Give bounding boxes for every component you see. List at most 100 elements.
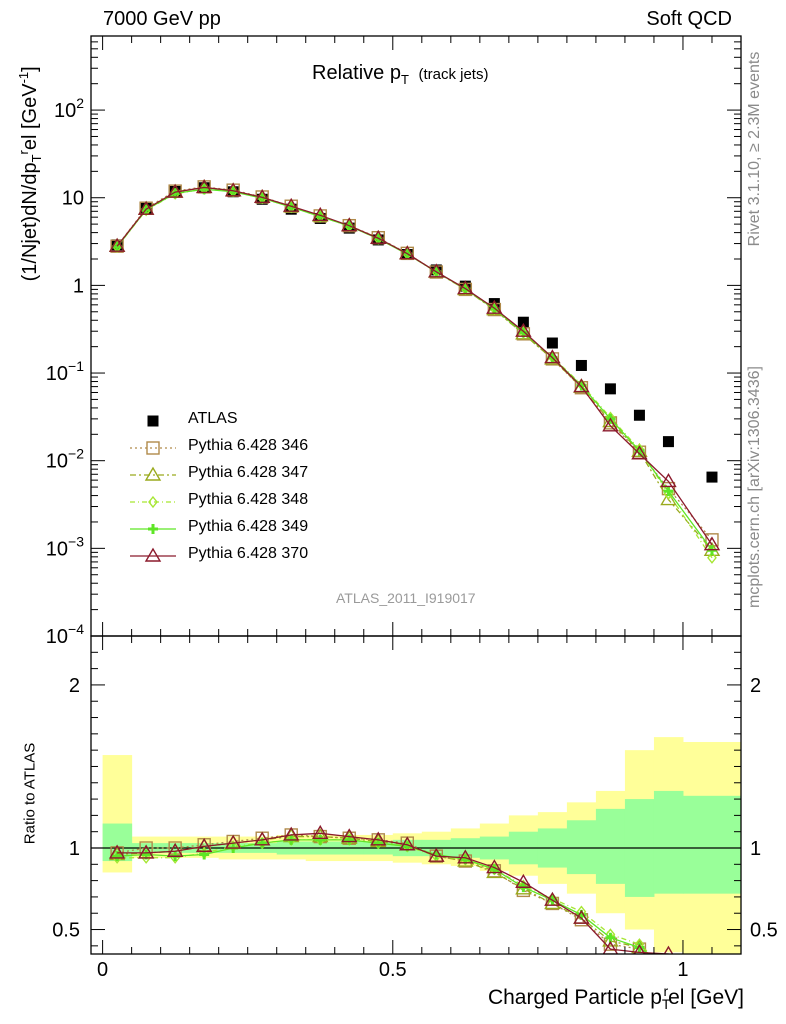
legend-label: ATLAS (188, 410, 238, 427)
y-tick-base: 10 (46, 451, 68, 473)
point-p370 (428, 263, 445, 278)
y-tick-label: 1 (73, 275, 84, 297)
ratio-point-p370 (166, 842, 184, 857)
point-p348 (707, 551, 717, 564)
y-tick-label: 10−3 (46, 533, 84, 560)
legend: ATLAS Pythia 6.428 346 Pythia 6.428 347 … (130, 408, 370, 570)
ylabel-sub: T (28, 154, 44, 163)
legend-label: Pythia 6.428 349 (188, 518, 309, 535)
point-p370 (602, 417, 619, 432)
analysis-id: ATLAS_2011_I919017 (336, 590, 476, 606)
ratio-point-p370 (457, 849, 474, 864)
point-p370 (108, 237, 126, 252)
y-tick-exp: −2 (68, 446, 84, 462)
ylabel-unit-sup: -1 (16, 71, 32, 84)
ratio-y-tick-label-right: 1 (750, 838, 761, 860)
y-axis-label-main: (1/Njet)dN/dpTrel [GeV-1] (16, 0, 44, 354)
y-tick-label: 10−1 (46, 358, 84, 385)
ratio-point-p370 (428, 847, 445, 862)
legend-label: Pythia 6.428 348 (188, 491, 309, 508)
ratio-point-p370 (573, 909, 590, 924)
ratio-point-p370 (137, 844, 155, 859)
point-atlas (546, 337, 558, 349)
point-p370 (631, 445, 648, 460)
point-p370 (457, 280, 474, 295)
ylabel-sup: r (16, 150, 32, 155)
xlabel-text: Charged Particle p (487, 986, 662, 1009)
ratio-point-p370 (341, 828, 358, 843)
ratio-y-tick-label: 1 (69, 838, 80, 860)
point-atlas (517, 316, 529, 328)
title-main: Relative p (312, 62, 401, 84)
ratio-y-tick-label-right: 0.5 (750, 920, 778, 942)
point-p370 (370, 229, 387, 244)
mcplots-info: mcplots.cern.ch [arXiv:1306.3436] (746, 366, 763, 608)
point-p370 (166, 183, 184, 198)
ratio-point-p370 (663, 945, 674, 954)
point-p370 (137, 200, 155, 215)
title-sub: T (400, 72, 409, 87)
ratio-point-p370 (312, 824, 329, 840)
band-stat-bin (595, 808, 626, 884)
ratio-line-p370 (117, 832, 670, 954)
axes-frame (90, 35, 742, 955)
ratio-point-p347 (602, 932, 619, 947)
ratio-point-p370 (108, 844, 126, 859)
y-tick-base: 1 (73, 275, 84, 297)
ratio-point-p370 (602, 940, 619, 954)
legend-item: Pythia 6.428 349 (130, 516, 370, 543)
ratio-point-p349 (663, 962, 673, 972)
ratio-point-p370 (283, 826, 300, 841)
ratio-point-p370 (253, 831, 271, 846)
point-p370 (703, 536, 721, 551)
legend-item: Pythia 6.428 347 (130, 462, 370, 489)
point-p349 (112, 241, 123, 252)
ratio-uncertainty-bands (91, 737, 741, 954)
y-tick-exp: −3 (68, 533, 84, 549)
ratio-point-p347 (661, 968, 675, 980)
legend-item: Pythia 6.428 348 (130, 489, 370, 516)
ratio-point-p349 (112, 851, 123, 862)
legend-marker-p370 (144, 547, 162, 562)
ratio-frame (90, 635, 742, 955)
header-category-label: Soft QCD (646, 8, 732, 30)
ratio-point-p346 (662, 958, 674, 970)
y-tick-label: 10 (62, 188, 84, 210)
point-p370 (253, 188, 271, 204)
point-p370 (660, 473, 677, 488)
point-atlas (633, 409, 645, 421)
y-tick-exp: −4 (68, 621, 84, 637)
ratio-y-tick-label-right: 2 (750, 675, 761, 697)
legend-marker-p349 (148, 524, 158, 534)
header-energy-label: 7000 GeV pp (103, 8, 221, 30)
point-p370 (195, 179, 213, 194)
y-tick-exp: −1 (68, 358, 84, 374)
ratio-point-p370 (399, 836, 416, 851)
legend-marker-p347 (144, 466, 162, 481)
band-stat-bin (653, 790, 684, 894)
point-p370 (515, 322, 532, 337)
y-tick-label: 102 (54, 95, 84, 122)
y-tick-label: 10−4 (46, 621, 84, 648)
x-axis-label: Charged Particle pTrel [GeV] (488, 983, 744, 1012)
rivet-info: Rivet 3.1.10, ≥ 2.3M events (746, 51, 763, 247)
ratio-point-p370 (515, 873, 532, 888)
x-tick-label: 0.5 (379, 959, 407, 981)
legend-symbols (130, 415, 176, 562)
ratio-point-p370 (370, 831, 387, 846)
ratio-y-tick-label: 0.5 (52, 920, 80, 942)
point-atlas (604, 383, 616, 395)
ratio-series-layer (108, 824, 675, 980)
legend-marker-p346 (146, 441, 160, 455)
ylabel-tail: el [GeV (18, 83, 41, 151)
legend-label: Pythia 6.428 346 (188, 437, 309, 454)
point-p370 (399, 245, 416, 260)
point-p370 (544, 349, 561, 364)
xlabel-sub: T (661, 996, 671, 1013)
ratio-point-p370 (224, 834, 242, 849)
legend-item: ATLAS (130, 408, 370, 435)
ratio-point-p370 (633, 943, 646, 954)
ratio-point-p370 (195, 837, 213, 853)
legend-marker-atlas (147, 415, 159, 427)
